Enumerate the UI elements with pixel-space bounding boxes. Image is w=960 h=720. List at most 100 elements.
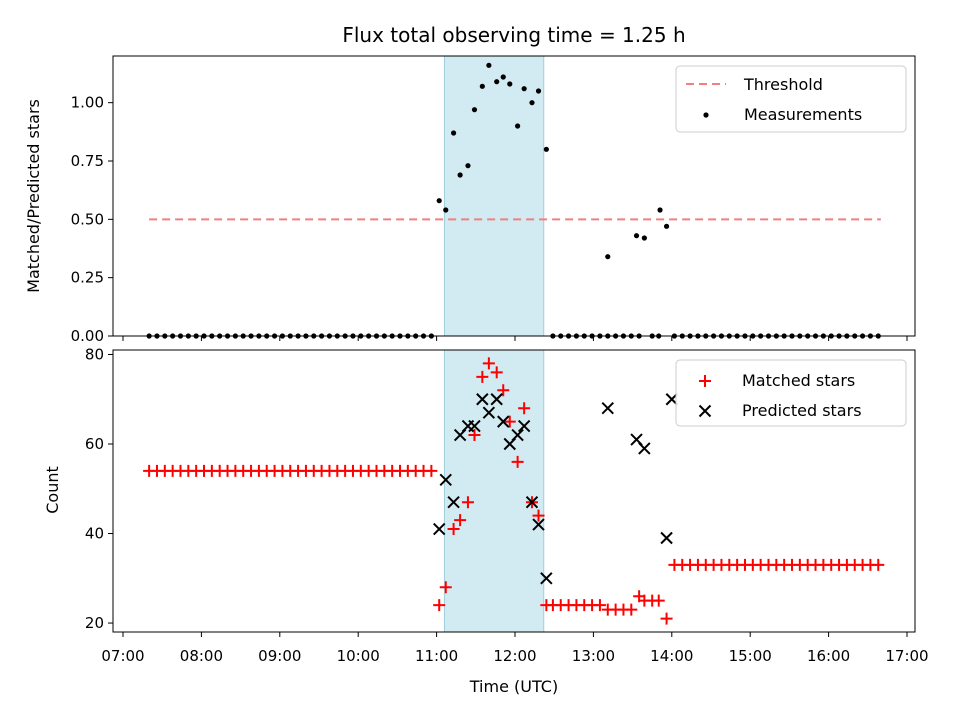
bottom-y-tick-label: 80 — [85, 345, 104, 363]
measurement-point — [443, 207, 449, 213]
measurement-point — [389, 333, 395, 339]
measurement-point — [605, 333, 611, 339]
measurement-point — [405, 333, 411, 339]
matched-star-point — [593, 599, 606, 612]
predicted-star-point — [433, 522, 446, 536]
measurement-point — [671, 333, 678, 339]
measurement-point — [828, 333, 834, 339]
measurement-point — [844, 333, 850, 339]
measurement-point — [177, 333, 184, 339]
predicted-star-point — [482, 406, 496, 419]
measurement-point — [413, 333, 419, 339]
matched-star-point — [652, 594, 665, 607]
top-legend-box — [675, 65, 907, 133]
measurement-point — [750, 333, 756, 339]
measurement-point — [820, 333, 826, 339]
top-y-tick-label: 0.00 — [71, 327, 104, 345]
measurement-point — [479, 83, 485, 89]
measurement-point — [718, 333, 725, 339]
measurement-point — [605, 254, 611, 260]
measurement-point — [789, 333, 795, 339]
predicted-star-point — [525, 495, 539, 509]
bottom-axes-frame — [112, 349, 916, 633]
measurement-point — [217, 333, 223, 339]
x-tick-label: 07:00 — [101, 647, 144, 665]
measurement-point — [765, 333, 772, 339]
matched-star-point — [660, 612, 673, 625]
measurement-point — [805, 333, 811, 339]
measurement-point — [657, 207, 663, 213]
measurement-point — [185, 333, 191, 339]
x-tick-label: 12:00 — [493, 647, 536, 665]
measurement-point — [420, 333, 427, 339]
measurement-point — [436, 198, 442, 204]
measurement-point — [397, 333, 403, 339]
measurement-point — [867, 333, 874, 339]
measurement-point — [535, 88, 542, 94]
matched-star-point — [872, 558, 885, 571]
measurement-point — [742, 333, 748, 339]
measurement-point — [628, 333, 634, 339]
measurement-point — [457, 172, 463, 178]
measurement-point — [381, 333, 387, 339]
matched-star-point — [454, 514, 467, 527]
legend-predicted-label: Predicted stars — [742, 401, 862, 420]
predicted-star-point — [638, 442, 651, 455]
measurement-point — [428, 333, 434, 339]
predicted-star-point — [511, 428, 524, 442]
matched-star-point — [511, 455, 524, 468]
measurement-point — [366, 333, 372, 339]
matched-star-point — [468, 429, 481, 442]
top-y-tick-label: 0.75 — [71, 152, 104, 170]
bottom-legend: Matched stars Predicted stars — [675, 359, 907, 427]
measurement-point — [500, 74, 506, 80]
top-chart-title: Flux total observing time = 1.25 h — [342, 23, 685, 47]
measurement-point — [758, 333, 764, 339]
predicted-star-point — [497, 415, 510, 428]
measurement-point — [852, 333, 858, 339]
matched-star-point — [482, 357, 495, 370]
matched-star-point — [518, 402, 531, 415]
measurement-point — [687, 333, 693, 339]
measurement-point — [613, 333, 619, 339]
measurement-point — [342, 333, 348, 339]
x-tick-label: 15:00 — [729, 647, 772, 665]
measurement-point — [494, 79, 500, 85]
top-y-tick-label: 0.25 — [71, 269, 104, 287]
x-tick-label: 09:00 — [258, 647, 301, 665]
measurement-point — [633, 233, 640, 239]
predicted-star-point — [490, 393, 503, 406]
measurement-point — [201, 333, 207, 339]
legend-measurements-label: Measurements — [744, 105, 862, 124]
x-tick-label: 10:00 — [337, 647, 380, 665]
measurement-point — [471, 107, 478, 113]
measurement-point — [311, 333, 317, 339]
top-panel: 0.00 0.25 0.50 0.75 1.00 Threshold Measurement… — [71, 55, 916, 345]
x-tick-label: 16:00 — [807, 647, 850, 665]
measurement-point — [589, 333, 595, 339]
measurement-point — [581, 333, 587, 339]
legend-matched-swatch — [699, 375, 711, 387]
measurement-point — [656, 333, 662, 339]
x-tick-label: 08:00 — [180, 647, 223, 665]
x-tick-label: 17:00 — [885, 647, 928, 665]
legend-matched-label: Matched stars — [742, 371, 855, 390]
measurement-point — [543, 146, 549, 152]
measurement-point — [162, 333, 168, 339]
predicted-star-point — [660, 531, 673, 545]
measurement-point — [264, 333, 270, 339]
top-y-tick-label: 0.50 — [71, 210, 104, 228]
matched-star-point — [532, 509, 545, 522]
measurement-point — [248, 333, 254, 339]
measurement-point — [373, 333, 380, 339]
predicted-star-point — [468, 419, 481, 433]
matched-star-point — [439, 581, 452, 594]
bottom-legend-box — [675, 359, 907, 427]
matched-star-point — [461, 496, 474, 509]
measurement-point — [565, 333, 572, 339]
top-legend: Threshold Measurements — [675, 65, 907, 133]
measurement-point — [679, 333, 685, 339]
x-tick-label: 14:00 — [650, 647, 693, 665]
measurement-point — [209, 333, 215, 339]
measurement-point — [620, 333, 627, 339]
